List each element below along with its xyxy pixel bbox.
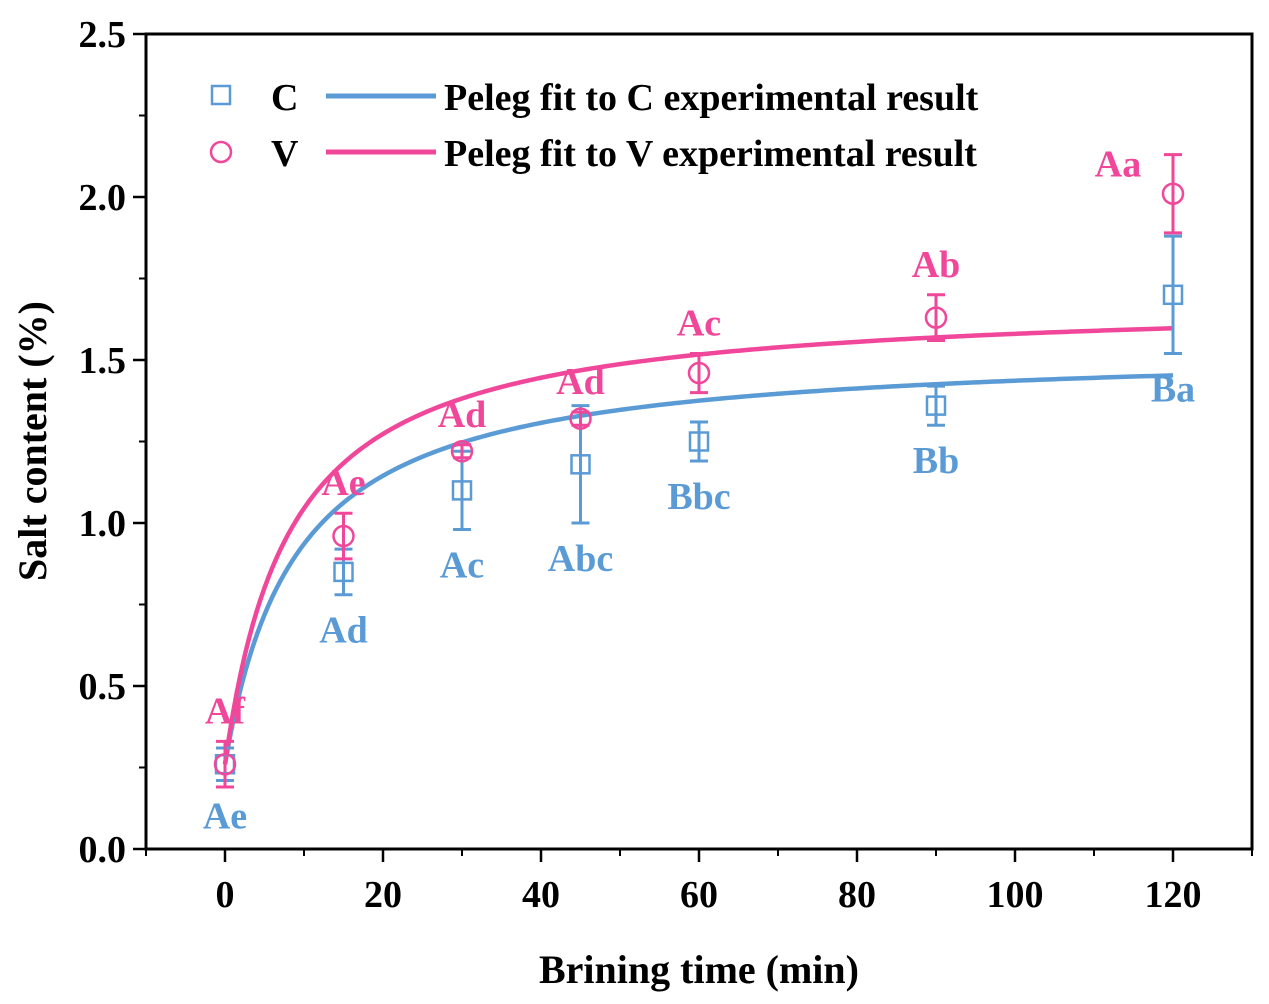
data-point-square xyxy=(688,431,710,452)
data-point-square xyxy=(333,561,354,583)
legend-label-v: V xyxy=(271,133,299,175)
significance-letter: Bb xyxy=(913,440,959,482)
x-tick-label: 20 xyxy=(364,874,402,916)
data-point-circle xyxy=(687,361,711,385)
x-tick-label: 40 xyxy=(522,874,560,916)
fit-curve xyxy=(222,373,1174,765)
significance-letter: Aa xyxy=(1095,144,1141,186)
data-point-circle xyxy=(450,440,474,463)
significance-letter: Ac xyxy=(440,545,484,587)
axis-ticks: 0 20 40 60 80 100 120 0.0 0.5 1.0 1.5 2.0 2.5 xyxy=(79,14,1253,916)
data-point-circle xyxy=(924,306,948,329)
x-tick-label: 80 xyxy=(838,874,876,916)
legend-label-c-fit: Peleg fit to C experimental result xyxy=(444,77,979,119)
significance-letters: Ae Ad Ac Abc Bbc Bb Ba Af Ae Ad Ad Ac Ab Aa xyxy=(203,144,1195,838)
data-markers xyxy=(213,182,1185,776)
significance-letter: Af xyxy=(205,690,246,732)
significance-letter: Bbc xyxy=(667,476,730,518)
data-point-circle xyxy=(213,752,237,776)
y-axis-title: Salt content (%) xyxy=(10,301,55,581)
data-point-square xyxy=(451,480,473,501)
y-tick-label: 2.5 xyxy=(79,14,127,56)
data-point-square xyxy=(1162,284,1184,306)
significance-letter: Ad xyxy=(438,394,487,436)
legend-label-c: C xyxy=(271,77,298,119)
significance-letter: Abc xyxy=(548,538,613,580)
x-tick-label: 0 xyxy=(216,874,235,916)
data-point-square xyxy=(570,454,591,475)
x-tick-label: 60 xyxy=(680,874,718,916)
y-tick-label: 0.0 xyxy=(79,829,127,871)
data-point-square xyxy=(925,395,947,416)
significance-letter: Ab xyxy=(912,244,961,286)
legend-marker-c xyxy=(210,84,232,106)
legend-marker-v xyxy=(209,140,233,164)
x-axis-title: Brining time (min) xyxy=(539,947,859,992)
significance-letter: Ae xyxy=(203,796,247,838)
significance-letter: Ba xyxy=(1151,368,1195,410)
x-tick-label: 100 xyxy=(987,874,1044,916)
significance-letter: Ad xyxy=(319,610,368,652)
legend: C Peleg fit to C experimental result V P… xyxy=(209,77,979,175)
data-point-circle xyxy=(332,524,355,548)
data-point-circle xyxy=(569,407,592,430)
y-tick-label: 1.5 xyxy=(79,340,127,382)
significance-letter: Ac xyxy=(677,302,721,344)
significance-letter: Ae xyxy=(321,462,365,504)
x-tick-label: 120 xyxy=(1145,874,1202,916)
y-tick-label: 0.5 xyxy=(79,666,127,708)
y-tick-label: 2.0 xyxy=(79,177,127,219)
y-tick-label: 1.0 xyxy=(79,503,127,545)
error-bars xyxy=(216,153,1182,789)
data-point-circle xyxy=(1161,182,1185,205)
legend-label-v-fit: Peleg fit to V experimental result xyxy=(444,133,977,175)
significance-letter: Ad xyxy=(556,361,605,403)
